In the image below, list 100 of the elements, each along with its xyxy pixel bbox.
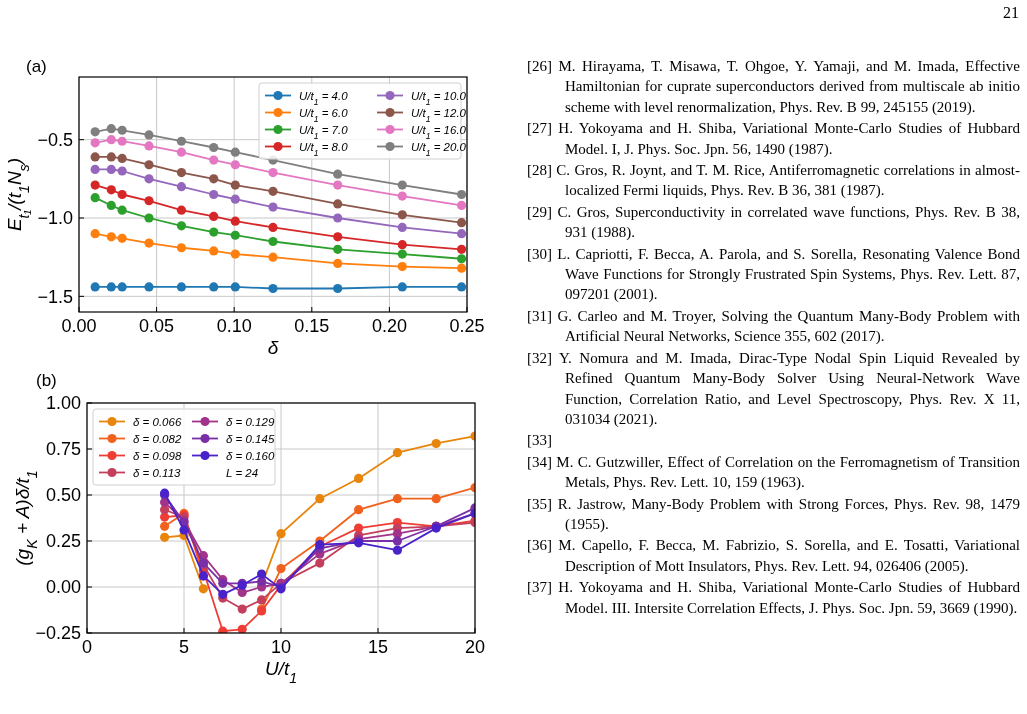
point (230, 282, 240, 292)
point (397, 240, 407, 250)
y-tick-label: 0.50 (45, 485, 81, 506)
point (268, 252, 278, 262)
text: [36] M. Capello, F. Becca, M. Fabrizio, S. Sorella, and E. Tosatti, Variational Description of Mott Insulators, Phys. Rev. Lett. 94, 026406 (2005). (527, 536, 1020, 576)
point (397, 261, 407, 272)
point (90, 164, 100, 175)
legend-label: U/t$_{1}$ = 8.0 (299, 140, 349, 158)
point (117, 282, 127, 292)
point (230, 160, 240, 170)
y-tick-label: 0.25 (45, 531, 81, 552)
x-axis-title: U/t$_{1}$ (264, 658, 298, 686)
point (354, 505, 364, 515)
point (333, 283, 343, 294)
point (144, 213, 154, 223)
point (176, 243, 187, 253)
legend-label: δ = 0.066 (133, 415, 182, 428)
chart-title: (b) (36, 371, 57, 390)
point (198, 584, 208, 594)
x-tick-label: 20 (464, 637, 486, 657)
text: [30] L. Capriotti, F. Becca, A. Parola, and S. Sorella, Resonating Valence Bond Wave Functions for Strongly Frustrated Spin Systems, Phys. Rev. Lett. 87, 097201 (2001). (527, 244, 1020, 305)
point (333, 258, 343, 269)
point (117, 166, 127, 176)
x-tick-label: 0 (81, 637, 93, 657)
point (392, 536, 402, 546)
point (333, 180, 343, 190)
x-tick-label: 0.10 (216, 316, 252, 336)
point (276, 564, 286, 574)
point (176, 136, 187, 146)
text: 21 (1003, 4, 1019, 22)
y-tick-label: 0.75 (45, 439, 81, 460)
point (230, 194, 240, 204)
point (90, 193, 100, 203)
x-tick-label: 0.25 (449, 316, 485, 336)
point (456, 244, 467, 254)
legend-label: δ = 0.160 (226, 449, 275, 462)
point (144, 174, 154, 184)
point (397, 282, 407, 292)
point (431, 494, 441, 504)
point (90, 282, 100, 292)
point (209, 142, 219, 153)
point (90, 127, 100, 137)
point (160, 521, 170, 531)
point (144, 160, 154, 170)
point (456, 229, 467, 239)
x-axis-title: δ (267, 337, 279, 358)
point (144, 130, 154, 140)
point (144, 238, 154, 248)
point (456, 218, 467, 228)
y-tick-label: −0.25 (35, 623, 81, 644)
y-tick-label: −0.5 (37, 129, 73, 150)
text: [32] Y. Nomura and M. Imada, Dirac-Type Nodal Spin Liquid Revealed by Refined Quantum Many-Body Solver Using Neural-Network Wave Function, Correlation Ratio, and Level Spectroscopy, Phys. Rev. X 11, 031034 (2021). (527, 348, 1020, 429)
point (106, 200, 116, 211)
point (209, 227, 219, 237)
point (237, 624, 247, 633)
point (90, 229, 100, 239)
y-tick-label: −1.0 (37, 208, 73, 229)
point (257, 595, 267, 605)
point (209, 282, 219, 292)
point (230, 249, 240, 259)
text: [28] C. Gros, R. Joynt, and T. M. Rice, Antiferromagnetic correlations in almost-localized Fermi liquids, Phys. Rev. B 36, 381 (1987). (527, 161, 1020, 201)
legend-label: U/t$_{1}$ = 6.0 (299, 106, 349, 124)
point (456, 263, 467, 273)
point (333, 199, 343, 209)
point (117, 205, 127, 215)
x-tick-label: 0.00 (61, 316, 97, 336)
text: [33] (527, 431, 553, 451)
legend-label: δ = 0.145 (226, 432, 275, 445)
y-tick-label: −1.5 (37, 286, 73, 307)
legend-label: U/t$_{1}$ = 4.0 (299, 89, 349, 107)
point (315, 494, 325, 504)
point (179, 525, 189, 535)
legend-label: δ = 0.113 (133, 466, 182, 479)
x-tick-label: 0.15 (294, 316, 330, 336)
point (209, 211, 219, 222)
point (117, 153, 127, 164)
x-tick-label: 5 (178, 637, 190, 657)
chart-title: (a) (26, 57, 47, 76)
point (117, 233, 127, 243)
point (176, 182, 187, 192)
text: [34] M. C. Gutzwiller, Effect of Correlation on the Ferromagnetism of Transition Metals, Phys. Rev. Lett. 10, 159 (1963). (527, 452, 1020, 493)
point (431, 438, 441, 449)
legend-label: U/t$_{1}$ = 12.0 (411, 106, 467, 124)
point (333, 169, 343, 179)
point (176, 205, 187, 215)
point (397, 210, 407, 220)
y-tick-label: 1.00 (45, 393, 81, 414)
text: [35] R. Jastrow, Many-Body Problem with Strong Forces, Phys. Rev. 98, 1479 (1955). (527, 494, 1020, 534)
x-tick-label: 15 (367, 637, 389, 657)
point (268, 167, 278, 178)
point (268, 202, 278, 212)
point (106, 185, 116, 195)
x-tick-label: 10 (270, 637, 292, 657)
point (106, 164, 116, 175)
point (392, 494, 402, 504)
point (392, 545, 402, 555)
point (397, 180, 407, 190)
point (144, 196, 154, 206)
point (397, 249, 407, 259)
text: [26] M. Hirayama, T. Misawa, T. Ohgoe, Y. Yamaji, and M. Imada, Effective Hamiltonian for cuprate superconductors derived from multiscale ab initio scheme with level renormalization, Phys. Rev. B 99, 245155 (2019). (527, 57, 1020, 117)
